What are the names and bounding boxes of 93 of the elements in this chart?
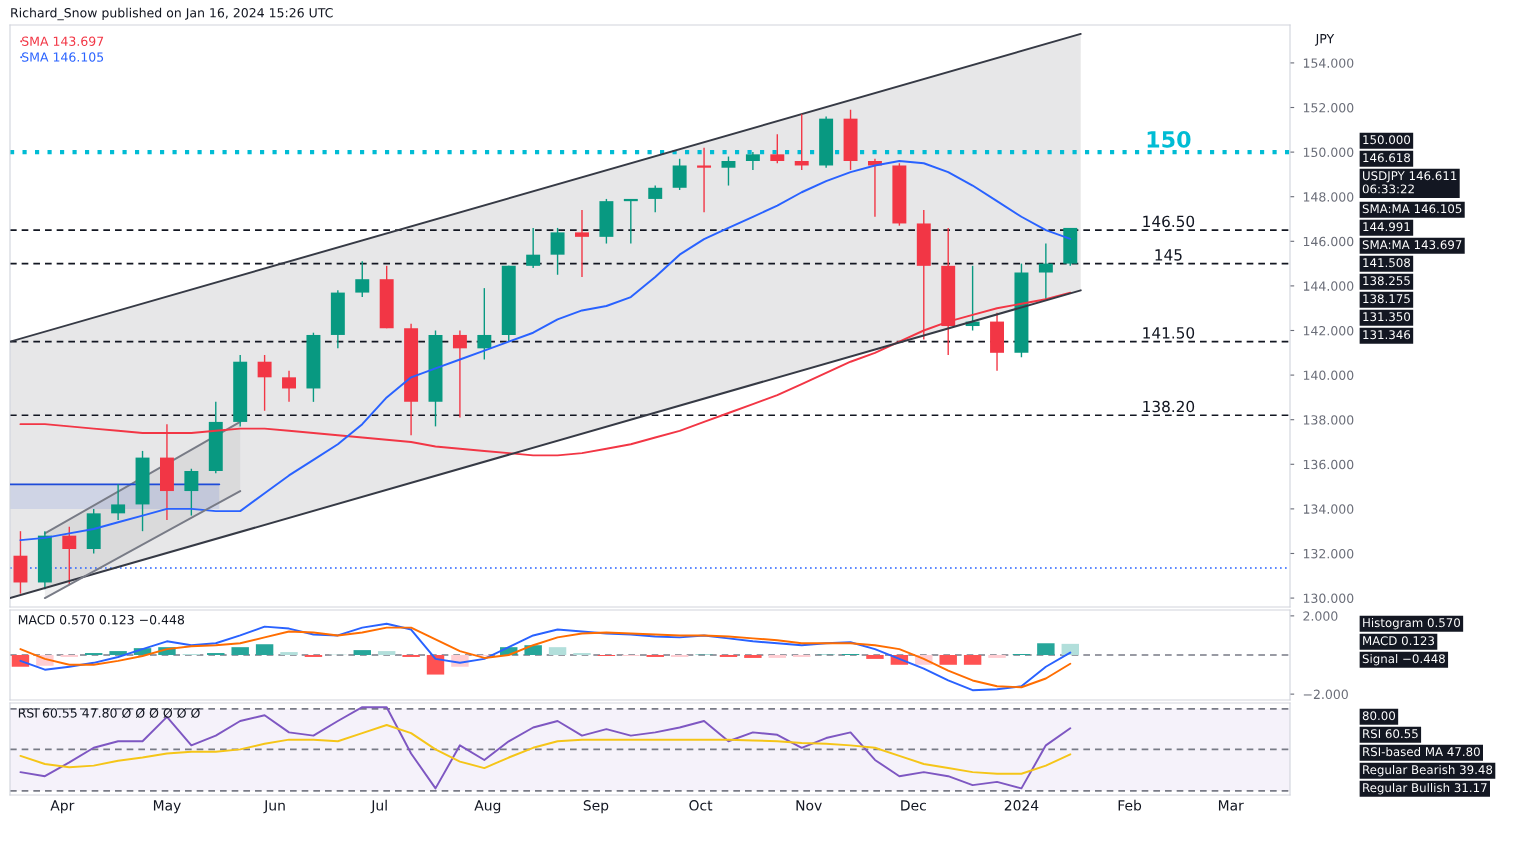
candlestick	[770, 133, 785, 164]
text: 141.508	[1363, 258, 1411, 268]
ref-line-label: 146.50	[1143, 215, 1195, 228]
y-tick-label: −2.000	[1303, 689, 1348, 700]
chart-title: Richard_Snow published on Jan 16, 2024 15:26 UTC	[11, 7, 333, 21]
text: 150.000	[1363, 135, 1411, 145]
chart-title: MACD 0.570 0.123 −0.448	[18, 614, 185, 625]
bar	[963, 655, 982, 665]
candlestick	[648, 184, 663, 214]
y-tick-label: 148.000	[1303, 192, 1354, 202]
candlestick	[111, 483, 126, 521]
text: Signal −0.448	[1362, 654, 1445, 666]
text: 80.00	[1362, 711, 1396, 721]
candlestick	[282, 369, 296, 403]
x-tick-label: Sep	[583, 800, 609, 814]
y-tick-label: 152.000	[1303, 102, 1354, 113]
candlestick	[575, 209, 589, 278]
y-tick-label: 132.000	[1303, 548, 1354, 559]
candlestick	[452, 329, 467, 419]
bar	[109, 651, 127, 655]
ref-line-label: 145	[1155, 249, 1182, 261]
y-tick-label: 142.000	[1303, 325, 1354, 336]
candlestick	[355, 260, 370, 298]
text: 131.350	[1363, 312, 1411, 322]
x-tick-label: Dec	[901, 800, 926, 811]
text: RSI-based MA 47.80	[1363, 747, 1480, 757]
legend-label: SMA 146.105	[22, 52, 104, 62]
bar	[939, 655, 957, 665]
text: 131.346	[1363, 330, 1411, 340]
candlestick	[623, 198, 638, 245]
bar	[231, 647, 249, 655]
text: Histogram 0.570	[1363, 618, 1461, 630]
bar	[744, 655, 762, 658]
bar	[866, 655, 884, 659]
ref-line-label: 141.50	[1143, 327, 1195, 339]
candlestick	[62, 526, 77, 586]
ref-line-label: 150	[1147, 130, 1191, 148]
y-tick-label: 2.000	[1303, 611, 1338, 621]
y-tick-label: 150.000	[1303, 147, 1354, 158]
y-tick-label: 136.000	[1303, 459, 1354, 470]
x-tick-label: Feb	[1118, 799, 1142, 811]
x-tick-label: Mar	[1218, 800, 1244, 811]
x-tick-label: Nov	[796, 800, 822, 811]
y-tick-label: 144.000	[1303, 281, 1354, 291]
y-tick-label: 146.000	[1303, 236, 1354, 247]
legend-label: SMA 143.697	[22, 36, 104, 46]
x-tick-label: Apr	[50, 800, 75, 814]
candlestick	[794, 113, 809, 171]
y-tick-label: 138.000	[1303, 415, 1354, 425]
bar	[255, 644, 274, 655]
candlestick	[550, 227, 565, 276]
chart-title: RSI 60.55 47.80 Ø Ø Ø Ø Ø Ø	[18, 707, 200, 718]
candlestick	[1038, 242, 1053, 300]
text: MACD 0.123	[1363, 636, 1434, 646]
bar	[280, 652, 298, 655]
candlestick	[721, 155, 736, 187]
candlestick	[257, 354, 272, 412]
text: SMA:MA 146.105	[1362, 204, 1462, 214]
text: 138.255	[1363, 276, 1410, 286]
text: Regular Bullish 31.17	[1363, 783, 1487, 795]
bar	[548, 647, 567, 655]
x-tick-label: May	[153, 800, 181, 814]
bar	[768, 655, 787, 658]
text: 146.618	[1363, 153, 1411, 163]
y-tick-label: 154.000	[1303, 58, 1354, 68]
x-tick-label: 2024	[1004, 800, 1039, 811]
y-tick-label: 140.000	[1303, 370, 1354, 381]
y-tick-label: 130.000	[1303, 593, 1354, 604]
candlestick	[672, 158, 687, 191]
text: USDJPY 146.611 06:33:22	[1362, 171, 1457, 194]
text: SMA:MA 143.697	[1362, 240, 1462, 250]
candlestick	[184, 468, 199, 517]
x-tick-label: Jul	[370, 799, 387, 814]
bar	[426, 655, 445, 675]
text: Regular Bearish 39.48	[1363, 765, 1493, 777]
bar	[988, 655, 1006, 658]
x-tick-label: Jun	[263, 800, 285, 814]
bar	[1061, 643, 1079, 655]
y-tick-label: 134.000	[1303, 504, 1354, 514]
y-axis-title: JPY	[1314, 34, 1335, 46]
x-tick-label: Aug	[474, 800, 501, 814]
bar	[353, 650, 371, 655]
candlestick	[526, 227, 541, 269]
x-tick-label: Oct	[689, 800, 713, 811]
bar	[11, 655, 30, 667]
bar	[1037, 643, 1055, 655]
text: 138.175	[1363, 294, 1410, 304]
candlestick	[477, 287, 492, 361]
candlestick	[697, 146, 712, 214]
ref-line-label: 138.20	[1143, 400, 1195, 413]
bar	[377, 651, 396, 655]
text: RSI 60.55	[1363, 729, 1418, 739]
text: 144.991	[1363, 222, 1410, 232]
